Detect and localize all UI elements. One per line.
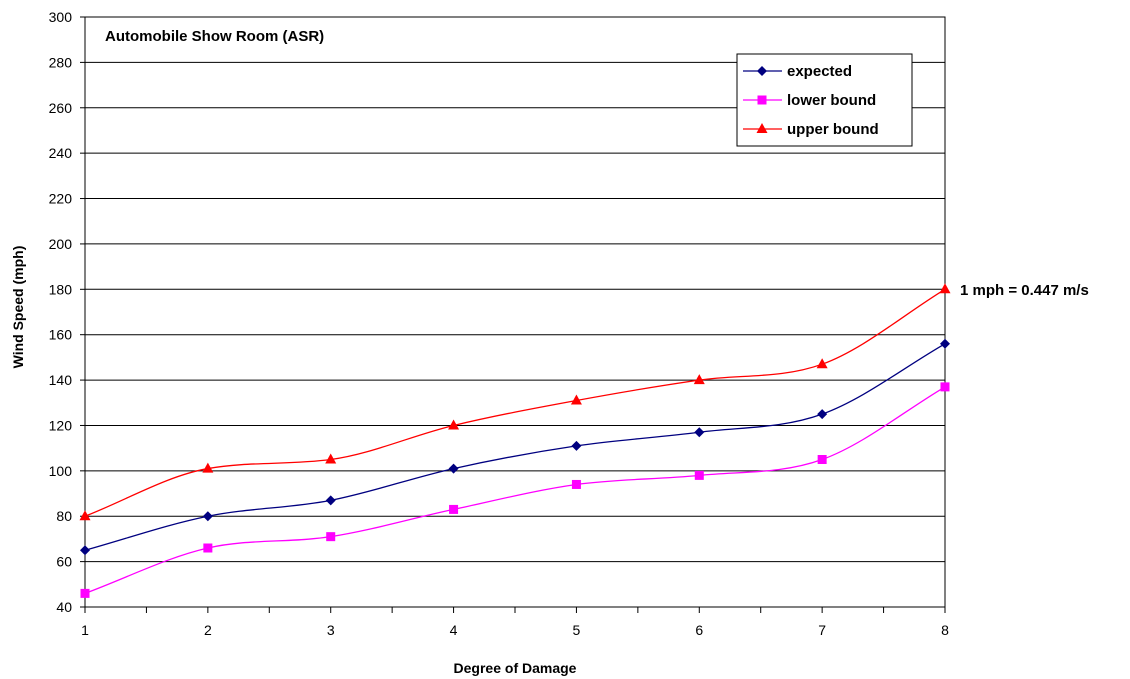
data-point-expected	[80, 545, 90, 556]
data-point-upper-bound	[570, 394, 582, 405]
data-point-upper-bound	[448, 419, 460, 430]
y-tick-label: 80	[56, 508, 72, 524]
y-tick-label: 200	[49, 236, 73, 252]
data-point-lower-bound	[940, 382, 950, 392]
legend-marker-upper-bound	[756, 123, 768, 133]
y-axis-title: Wind Speed (mph)	[10, 246, 26, 369]
legend-marker-lower-bound	[757, 95, 767, 105]
y-tick-label: 240	[49, 145, 73, 161]
x-tick-label: 5	[573, 622, 581, 638]
y-tick-label: 220	[49, 191, 73, 207]
legend: expected lower bound upper bound	[736, 53, 913, 147]
data-point-expected	[940, 338, 950, 349]
y-tick-label: 40	[56, 599, 72, 615]
series-layer	[79, 283, 951, 598]
data-point-expected	[817, 409, 828, 420]
x-tick-label: 7	[818, 622, 826, 638]
y-tick-label: 280	[49, 54, 73, 70]
x-tick-label: 6	[695, 622, 703, 638]
gridlines	[85, 61, 945, 563]
series-line-lower-bound	[84, 386, 946, 594]
data-point-lower-bound	[571, 479, 581, 489]
x-axis-title: Degree of Damage	[454, 660, 577, 676]
data-point-lower-bound	[817, 455, 827, 464]
data-point-lower-bound	[449, 504, 459, 514]
y-tick-label: 180	[49, 281, 73, 297]
y-tick-label: 260	[49, 100, 73, 116]
legend-label-expected: expected	[787, 63, 852, 80]
series-upper-bound	[79, 283, 951, 521]
y-tick-label: 140	[49, 372, 73, 388]
x-tick-label: 2	[204, 622, 212, 638]
y-tick-label: 300	[49, 9, 73, 25]
data-point-upper-bound	[816, 358, 828, 369]
y-tick-label: 100	[49, 463, 73, 479]
legend-marker-expected	[757, 66, 767, 76]
data-point-expected	[694, 427, 705, 438]
series-line-expected	[84, 343, 946, 551]
x-tick-label: 3	[327, 622, 335, 638]
data-point-upper-bound	[202, 462, 214, 473]
data-point-expected	[571, 440, 582, 451]
legend-label-lower-bound: lower bound	[787, 92, 876, 109]
data-point-expected	[202, 511, 213, 522]
data-point-lower-bound	[203, 543, 213, 553]
data-point-lower-bound	[694, 470, 704, 480]
x-axis: 1 2 3 4 5 6 7 8	[81, 607, 949, 638]
y-axis: 40 60 80 100 120 140 160 180 200 220 240 260 280 300	[49, 9, 85, 615]
chart-title: Automobile Show Room (ASR)	[105, 28, 324, 45]
data-point-upper-bound	[939, 283, 951, 294]
y-tick-label: 160	[49, 327, 73, 343]
data-point-upper-bound	[693, 374, 705, 385]
data-point-expected	[448, 463, 459, 474]
data-point-expected	[325, 495, 336, 506]
series-expected	[80, 338, 950, 556]
data-point-upper-bound	[79, 510, 91, 521]
y-tick-label: 60	[56, 554, 72, 570]
series-line-upper-bound	[84, 288, 946, 517]
x-tick-label: 8	[941, 622, 949, 638]
data-point-lower-bound	[80, 588, 90, 598]
data-point-lower-bound	[326, 532, 336, 542]
y-tick-label: 120	[49, 417, 73, 433]
x-tick-label: 1	[81, 622, 89, 638]
x-tick-label: 4	[450, 622, 458, 638]
conversion-note: 1 mph = 0.447 m/s	[960, 282, 1089, 299]
series-lower-bound	[80, 382, 950, 598]
legend-label-upper-bound: upper bound	[787, 121, 879, 138]
data-point-upper-bound	[325, 453, 337, 464]
